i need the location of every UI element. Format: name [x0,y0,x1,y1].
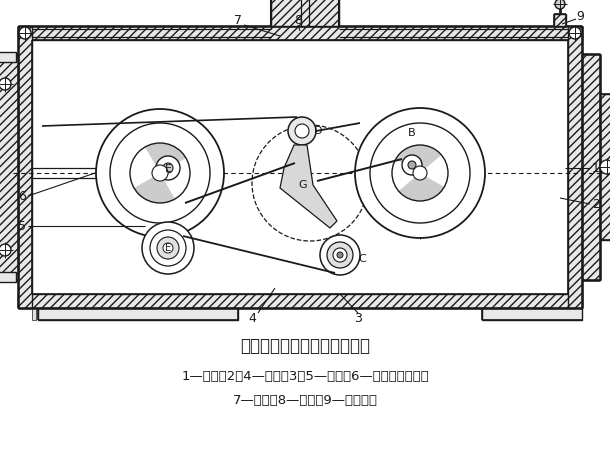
Text: B: B [408,128,416,138]
Circle shape [333,248,347,262]
Circle shape [370,123,470,223]
Bar [582,54,600,280]
Text: 5: 5 [18,219,26,233]
Bar [0,272,16,282]
Circle shape [0,244,11,256]
Circle shape [110,123,210,223]
Circle shape [402,155,422,175]
Circle shape [163,243,173,253]
Bar [554,14,566,26]
Circle shape [408,161,416,169]
Circle shape [295,124,309,138]
Wedge shape [134,173,175,203]
Circle shape [0,78,11,90]
Text: D: D [314,126,322,136]
Text: 四相并列连杆脉动无级变速器: 四相并列连杆脉动无级变速器 [240,337,370,355]
Wedge shape [145,143,186,173]
Text: E: E [165,243,171,253]
Circle shape [327,242,353,268]
Bar [18,26,582,40]
Circle shape [19,27,31,39]
Bar [482,308,582,320]
Circle shape [152,165,168,181]
Circle shape [413,166,427,180]
Text: 2: 2 [592,198,600,211]
Text: 7: 7 [234,14,242,27]
Bar [568,26,582,308]
Circle shape [320,235,360,275]
Text: E: E [165,164,171,174]
Circle shape [163,163,173,173]
Circle shape [157,237,179,259]
Circle shape [150,230,186,266]
Polygon shape [280,145,337,228]
Text: 6: 6 [18,190,26,203]
Bar [38,308,238,320]
Text: 4: 4 [248,311,256,324]
Bar [0,52,16,62]
Circle shape [96,109,224,237]
Circle shape [569,27,581,39]
Circle shape [600,160,610,174]
Circle shape [142,222,194,274]
Circle shape [337,252,343,258]
Text: 8: 8 [294,14,302,27]
Bar [600,94,610,240]
Text: 1: 1 [592,162,600,174]
Bar [32,308,36,320]
Bar [18,26,32,308]
Text: 1—曲柄；2、4—连杆；3、5—摇杆；6—超越离合器轴；: 1—曲柄；2、4—连杆；3、5—摇杆；6—超越离合器轴； [181,370,429,383]
Bar [18,294,582,308]
Text: C: C [358,254,366,264]
Text: 9: 9 [576,9,584,22]
Circle shape [355,108,485,238]
Bar [271,0,339,26]
Text: 3: 3 [354,311,362,324]
Wedge shape [396,145,442,173]
Bar [0,54,18,280]
Circle shape [288,117,316,145]
Text: 7—蜗轮；8—蜗杆；9—调速手轮: 7—蜗轮；8—蜗杆；9—调速手轮 [232,395,378,407]
Text: G: G [299,180,307,190]
Circle shape [555,0,565,9]
Wedge shape [398,173,444,201]
Circle shape [156,156,180,180]
